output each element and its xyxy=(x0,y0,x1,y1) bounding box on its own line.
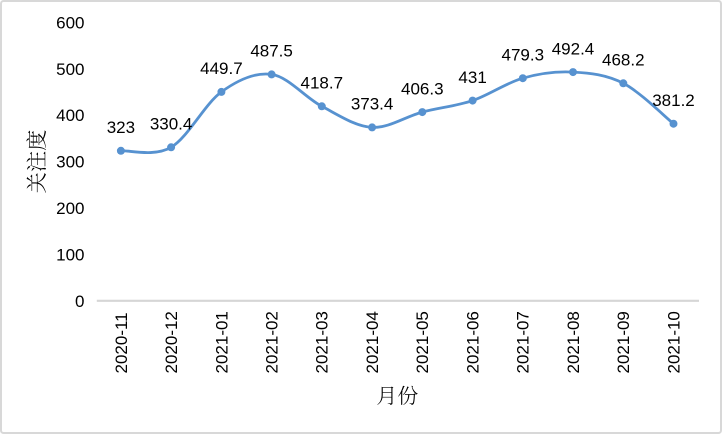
svg-text:300: 300 xyxy=(56,153,84,172)
svg-text:2021-06: 2021-06 xyxy=(464,311,483,373)
svg-text:468.2: 468.2 xyxy=(602,51,645,70)
svg-text:2021-01: 2021-01 xyxy=(212,311,231,373)
svg-text:330.4: 330.4 xyxy=(150,115,193,134)
svg-text:2021-08: 2021-08 xyxy=(564,311,583,373)
svg-text:449.7: 449.7 xyxy=(200,59,243,78)
svg-text:2021-04: 2021-04 xyxy=(363,311,382,373)
svg-text:100: 100 xyxy=(56,246,84,265)
svg-text:2021-02: 2021-02 xyxy=(263,311,282,373)
svg-text:323: 323 xyxy=(107,118,135,137)
svg-text:431: 431 xyxy=(458,68,486,87)
svg-text:400: 400 xyxy=(56,106,84,125)
svg-text:373.4: 373.4 xyxy=(351,95,394,114)
svg-text:2021-05: 2021-05 xyxy=(413,311,432,373)
svg-text:406.3: 406.3 xyxy=(401,79,444,98)
svg-text:418.7: 418.7 xyxy=(301,74,344,93)
svg-text:2020-12: 2020-12 xyxy=(162,311,181,373)
svg-text:200: 200 xyxy=(56,199,84,218)
svg-text:500: 500 xyxy=(56,60,84,79)
svg-text:600: 600 xyxy=(56,13,84,32)
svg-text:479.3: 479.3 xyxy=(502,45,545,64)
svg-text:0: 0 xyxy=(75,292,84,311)
svg-text:2020-11: 2020-11 xyxy=(112,312,131,373)
svg-text:2021-07: 2021-07 xyxy=(514,311,533,373)
svg-text:381.2: 381.2 xyxy=(652,91,695,110)
svg-text:2021-09: 2021-09 xyxy=(614,311,633,373)
svg-text:2021-10: 2021-10 xyxy=(664,311,683,373)
svg-text:2021-03: 2021-03 xyxy=(313,311,332,373)
svg-text:492.4: 492.4 xyxy=(552,39,595,58)
svg-text:487.5: 487.5 xyxy=(250,42,293,61)
